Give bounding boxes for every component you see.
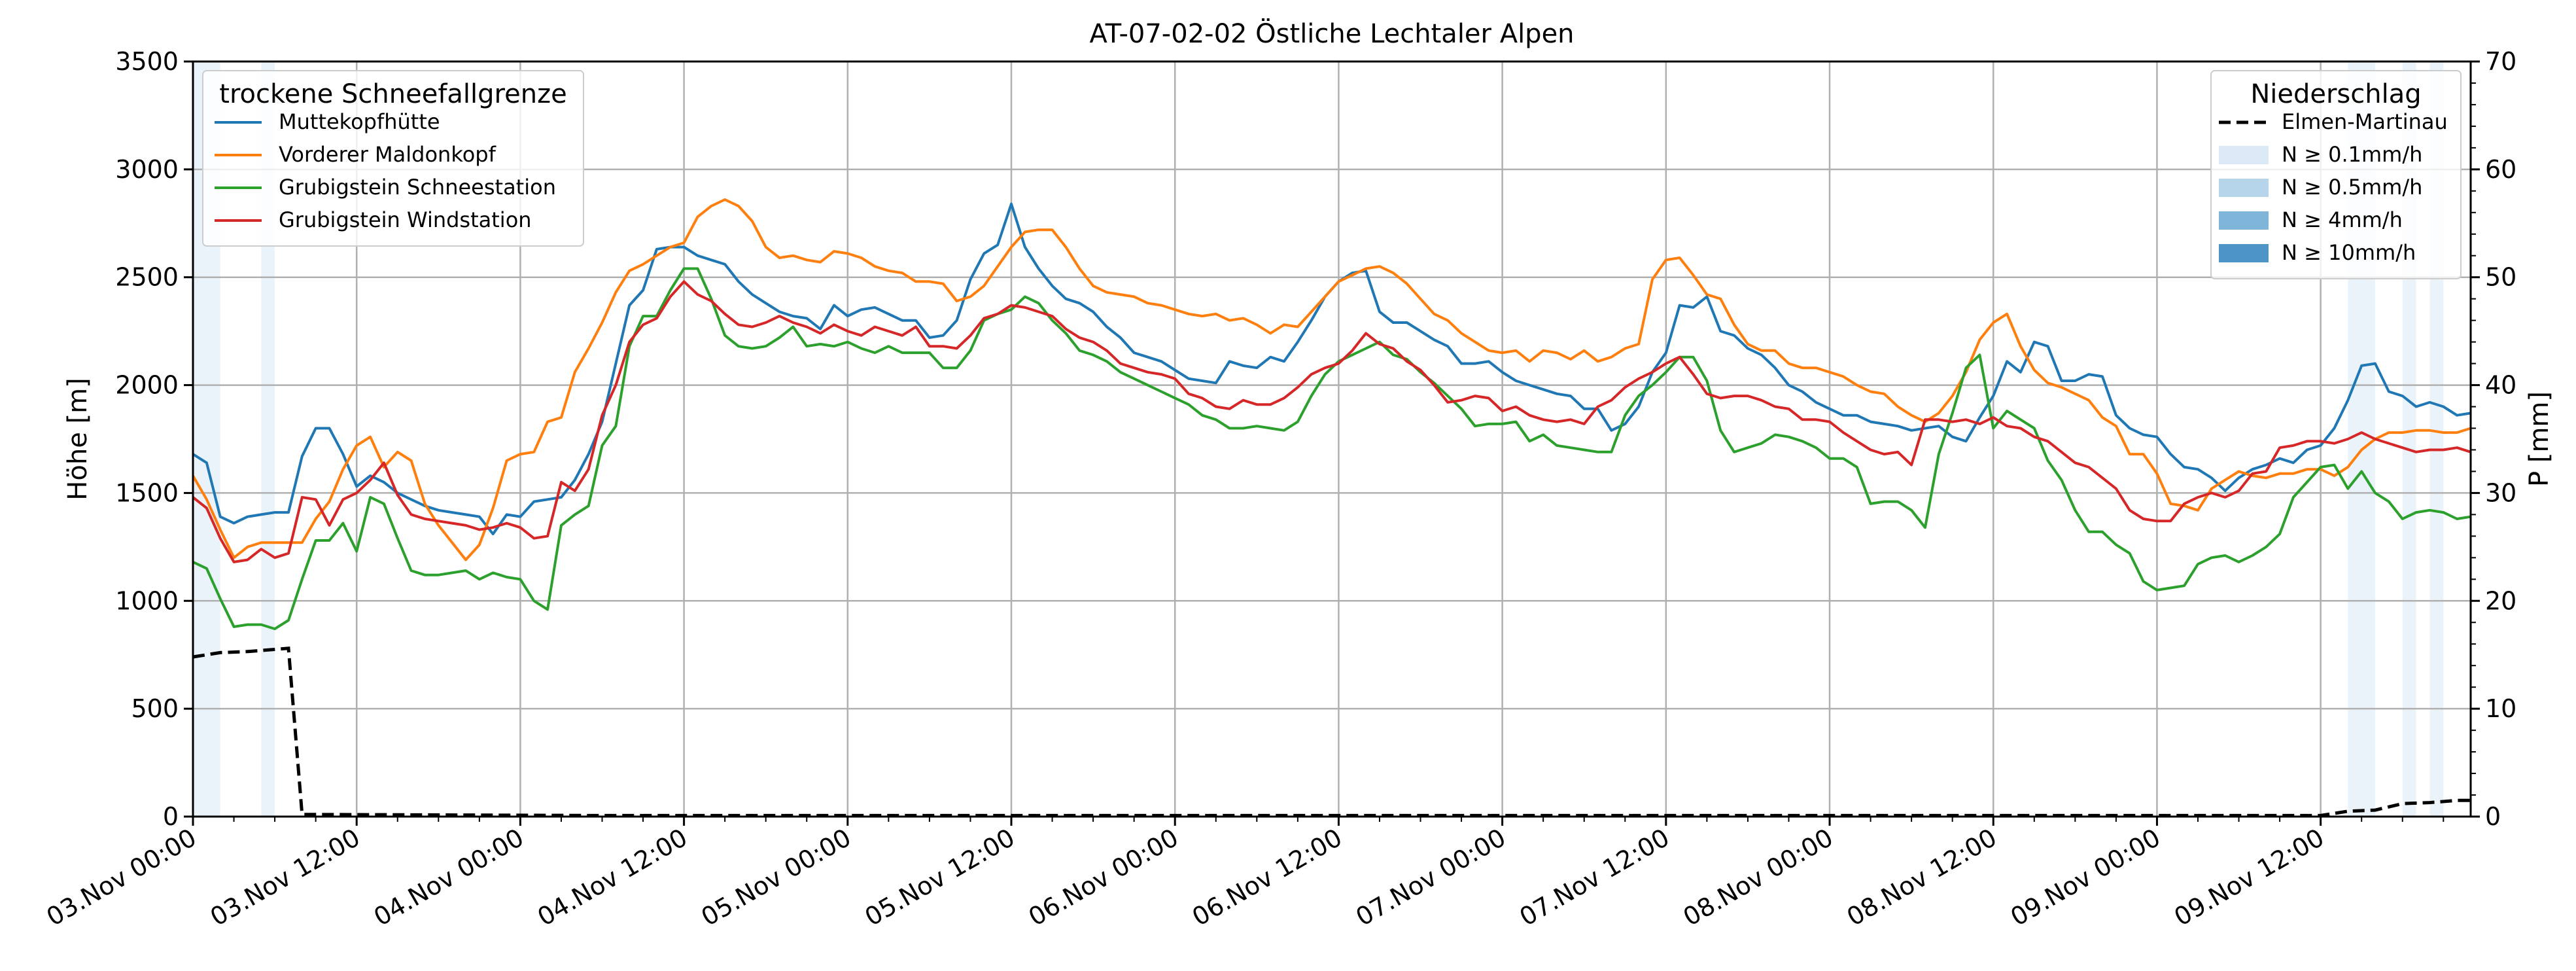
legend-label: Muttekopfhütte	[279, 109, 440, 134]
legend-right-title: Niederschlag	[2250, 79, 2421, 109]
plot-frame	[192, 60, 2472, 818]
legend-swatch	[2219, 211, 2269, 230]
x-tick-label: 06.Nov 12:00	[1187, 823, 1347, 932]
legend-label: Vorderer Maldonkopf	[279, 142, 496, 167]
y2-axis-label: P [mm]	[2524, 391, 2554, 487]
x-tick-label: 09.Nov 12:00	[2169, 823, 2329, 932]
y-tick-label: 500	[131, 694, 179, 723]
series-lines	[192, 198, 2471, 631]
chart-title: AT-07-02-02 Östliche Lechtaler Alpen	[1089, 18, 1574, 49]
legend-label: N ≥ 0.1mm/h	[2282, 142, 2422, 167]
legend-label: N ≥ 0.5mm/h	[2282, 175, 2422, 200]
x-tick-label: 06.Nov 00:00	[1024, 823, 1183, 932]
x-tick-label: 05.Nov 00:00	[696, 823, 856, 932]
legend-swatch	[2219, 179, 2269, 197]
x-tick-label: 04.Nov 00:00	[369, 823, 529, 932]
x-tick-label: 07.Nov 00:00	[1351, 823, 1510, 932]
y-tick-label: 3500	[115, 47, 179, 76]
legend-label: N ≥ 10mm/h	[2282, 240, 2416, 265]
series-line	[192, 267, 2471, 631]
y-tick-label: 3000	[115, 155, 179, 184]
y2-tick-label: 40	[2485, 371, 2516, 400]
y-tick-label: 2000	[115, 371, 179, 400]
y-tick-label: 1000	[115, 586, 179, 615]
x-tick-label: 04.Nov 12:00	[532, 823, 692, 932]
legend-right-box	[2210, 70, 2462, 279]
y-axis-label: Höhe [m]	[63, 378, 93, 500]
y2-tick-label: 60	[2485, 155, 2516, 184]
legend-label: Grubigstein Schneestation	[279, 175, 556, 200]
y-tick-labels: 0 500 1000 1500 2000 2500 3000 3500	[115, 47, 179, 831]
x-tick-labels: 03.Nov 00:00 03.Nov 12:00 04.Nov 00:00 04.N…	[42, 823, 2329, 932]
x-tick-label: 07.Nov 12:00	[1514, 823, 1674, 932]
y2-tick-label: 20	[2485, 586, 2516, 615]
series-line	[192, 280, 2471, 563]
x-tick-label: 03.Nov 12:00	[205, 823, 365, 932]
legend-left-title: trockene Schneefallgrenze	[219, 79, 566, 109]
y2-tick-label: 30	[2485, 478, 2516, 507]
y-tick-label: 2500	[115, 263, 179, 292]
precipitation-line	[192, 646, 2471, 817]
x-tick-label: 05.Nov 12:00	[860, 823, 1020, 932]
series-line	[192, 198, 2471, 561]
y2-tick-label: 70	[2485, 47, 2516, 76]
legend-label: Elmen-Martinau	[2282, 109, 2448, 134]
y2-tick-label: 50	[2485, 263, 2516, 292]
x-tick-label: 08.Nov 12:00	[1842, 823, 2002, 932]
legend-left-box	[202, 70, 584, 247]
y-tick-label: 1500	[115, 478, 179, 507]
axis-ticks	[184, 60, 2480, 826]
y2-tick-labels: 0 10 20 30 40 50 60 70	[2485, 47, 2516, 831]
precip-line	[192, 646, 2471, 817]
legend-label: N ≥ 4mm/h	[2282, 207, 2403, 232]
legend-swatch	[2219, 146, 2269, 164]
y-tick-label: 0	[163, 802, 179, 831]
legend-swatch	[2219, 244, 2269, 262]
legend-left: trockene Schneefallgrenze Muttekopfhütte…	[202, 70, 584, 247]
x-tick-label: 09.Nov 00:00	[2006, 823, 2165, 932]
y2-tick-label: 0	[2485, 802, 2501, 831]
x-tick-label: 03.Nov 00:00	[42, 823, 201, 932]
y2-tick-label: 10	[2485, 694, 2516, 723]
legend-right: Niederschlag Elmen-Martinau N ≥ 0.1mm/h N …	[2210, 70, 2462, 279]
legend-label: Grubigstein Windstation	[279, 207, 532, 232]
x-tick-label: 08.Nov 00:00	[1679, 823, 1838, 932]
